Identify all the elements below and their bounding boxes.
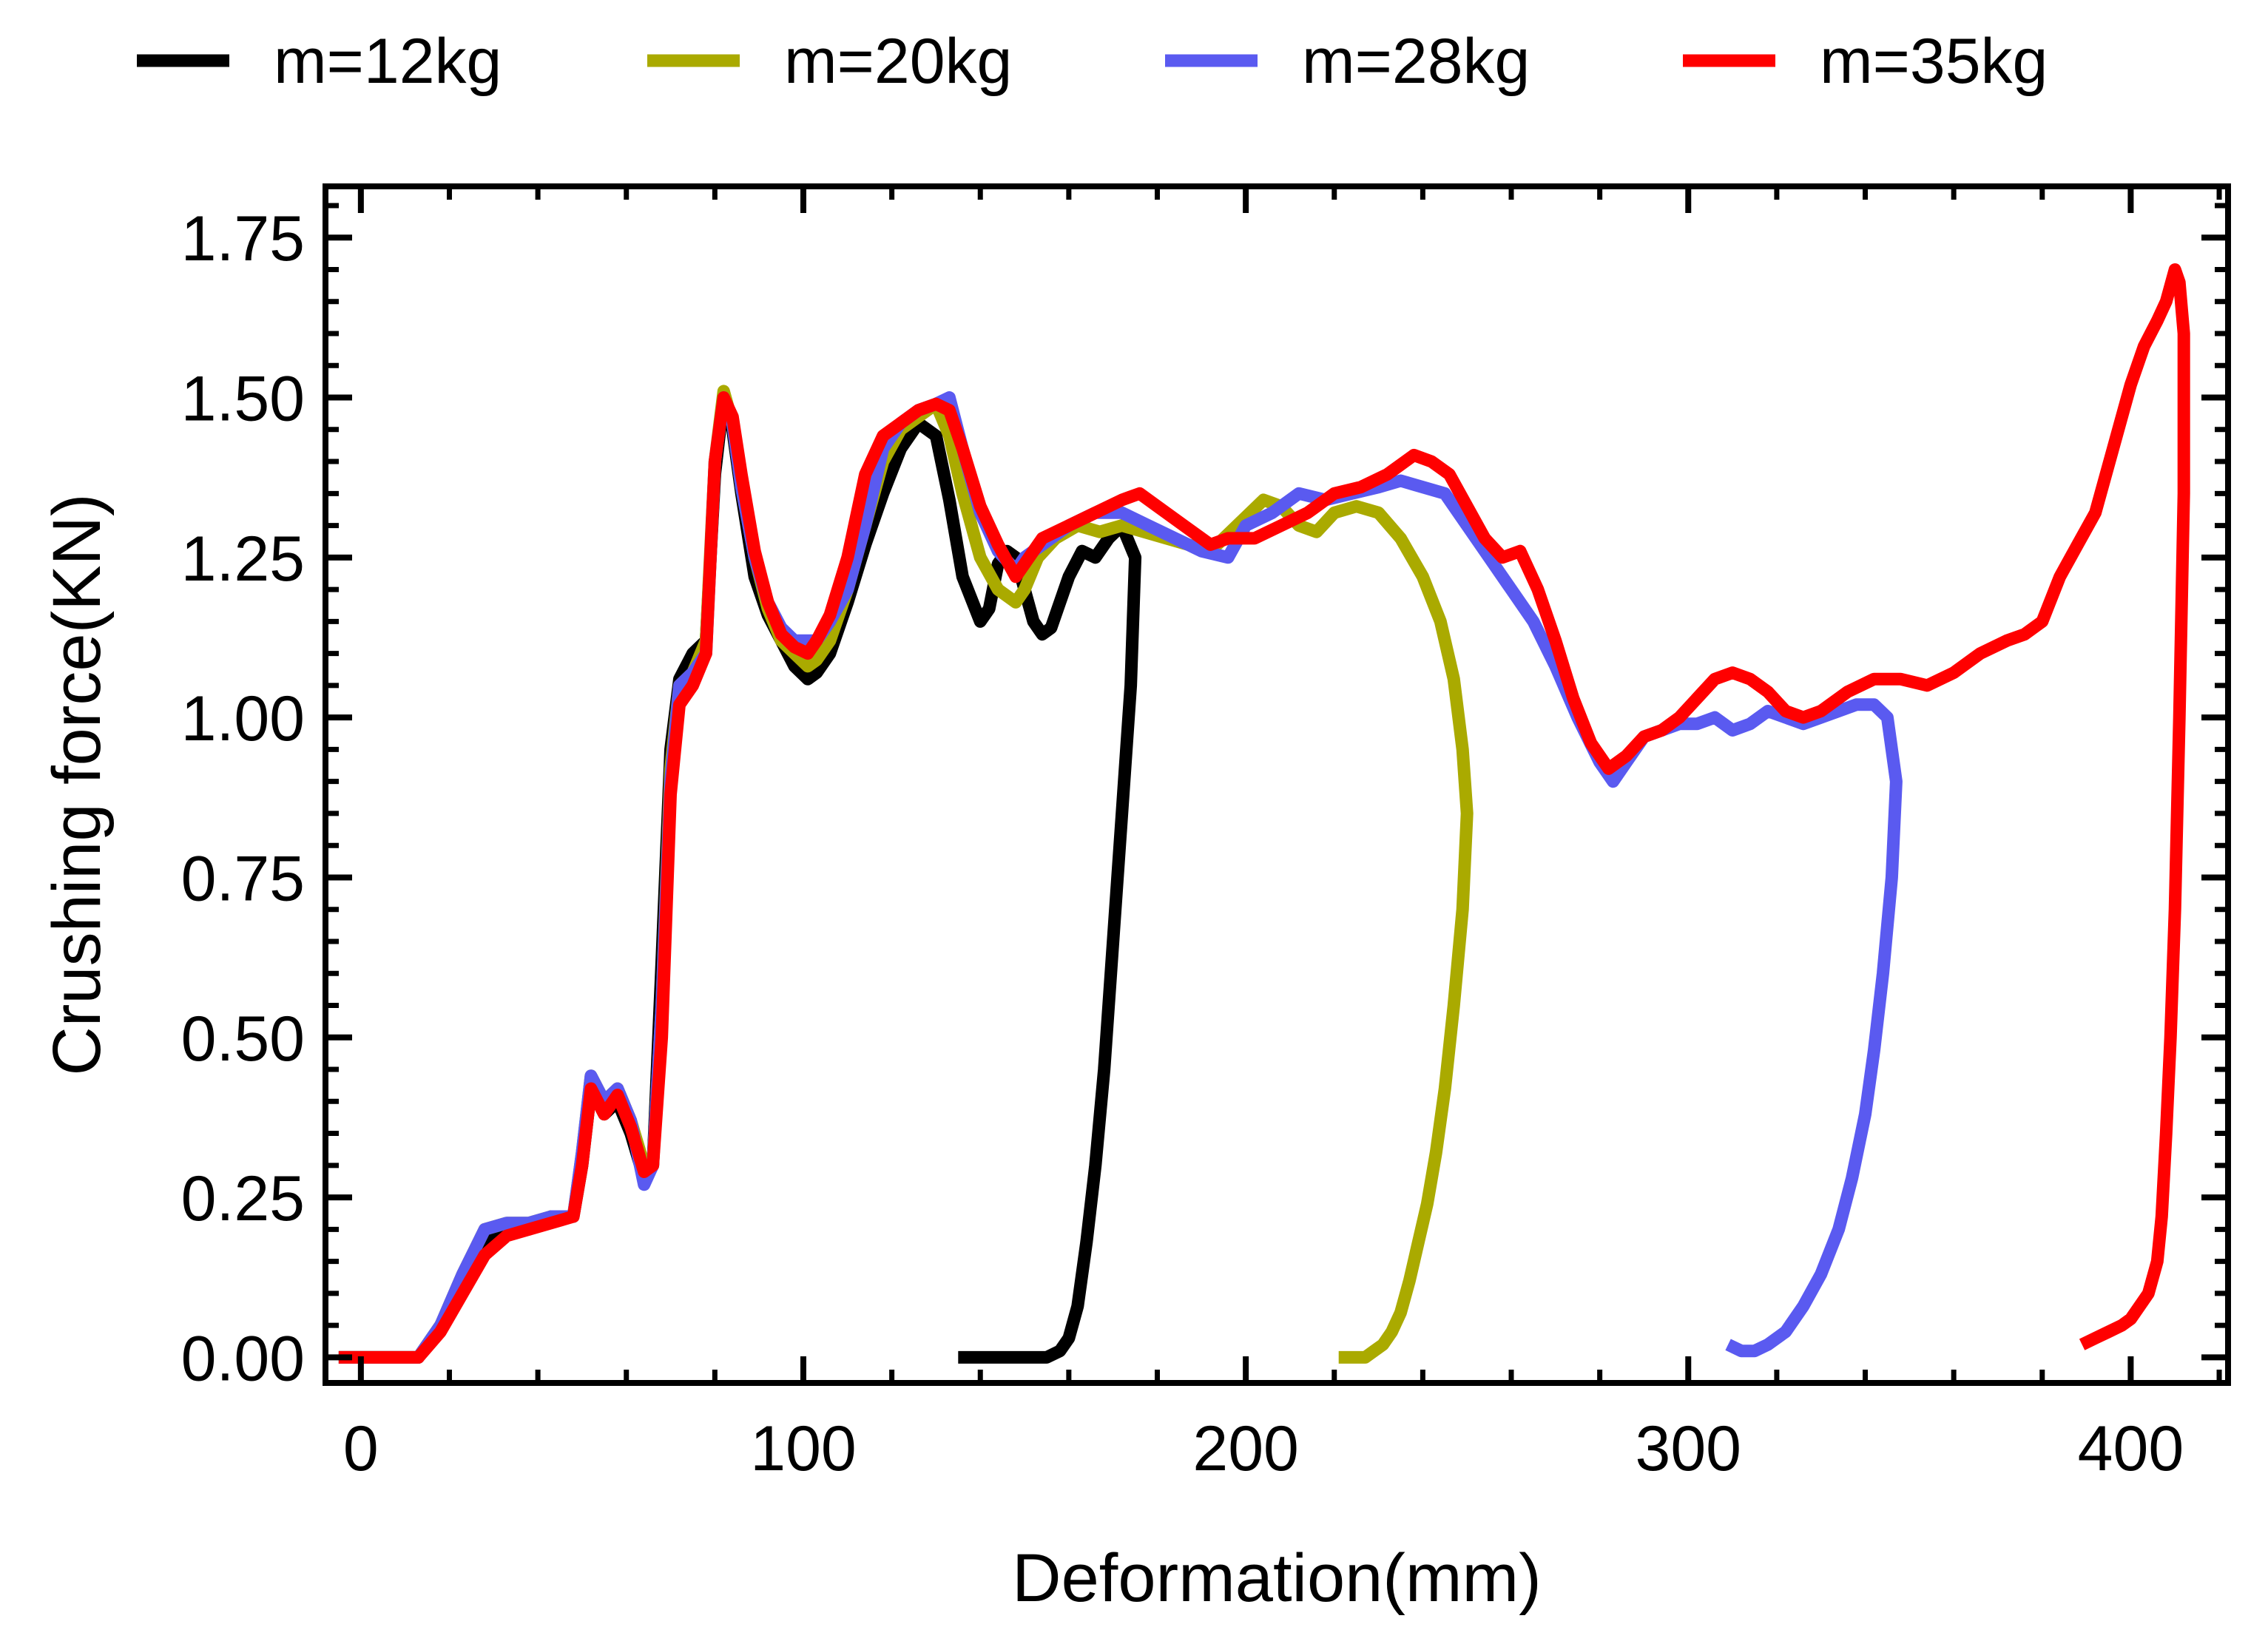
y-tick-label: 1.75 xyxy=(181,203,305,274)
plot-frame xyxy=(323,183,2231,1386)
x-tick-label: 0 xyxy=(343,1413,379,1484)
y-tick-label: 0.75 xyxy=(181,843,305,914)
x-tick-label: 400 xyxy=(2078,1413,2184,1484)
y-tick-label: 0.00 xyxy=(181,1323,305,1394)
x-tick-label: 200 xyxy=(1192,1413,1299,1484)
y-tick-label: 0.25 xyxy=(181,1163,305,1234)
legend: m=12kg m=20kg m=28kg m=35kg xyxy=(137,26,2048,97)
y-axis-title: Crushing force(KN) xyxy=(39,493,115,1075)
series-line-m-20kg xyxy=(338,385,1474,1364)
y-tick-label: 0.50 xyxy=(181,1004,305,1075)
legend-label-m-28kg: m=28kg xyxy=(1302,26,1530,97)
series-layer xyxy=(338,263,2190,1364)
legend-label-m-35kg: m=35kg xyxy=(1820,26,2048,97)
series-line-m-12kg xyxy=(338,391,1142,1364)
y-tick-label: 1.00 xyxy=(181,683,305,754)
y-tick-label: 1.25 xyxy=(181,524,305,595)
legend-label-m-12kg: m=12kg xyxy=(274,26,502,97)
legend-label-m-20kg: m=20kg xyxy=(784,26,1012,97)
axis-ticks: 0 100 200 300 400 0.00 0.25 0.50 0.75 1.00 1.25 1.5… xyxy=(181,186,2228,1484)
x-tick-label: 300 xyxy=(1636,1413,1742,1484)
y-tick-label: 1.50 xyxy=(181,364,305,435)
x-tick-label: 100 xyxy=(750,1413,857,1484)
x-axis-title: Deformation(mm) xyxy=(1012,1540,1542,1616)
series-line-m-35kg xyxy=(338,263,2190,1364)
